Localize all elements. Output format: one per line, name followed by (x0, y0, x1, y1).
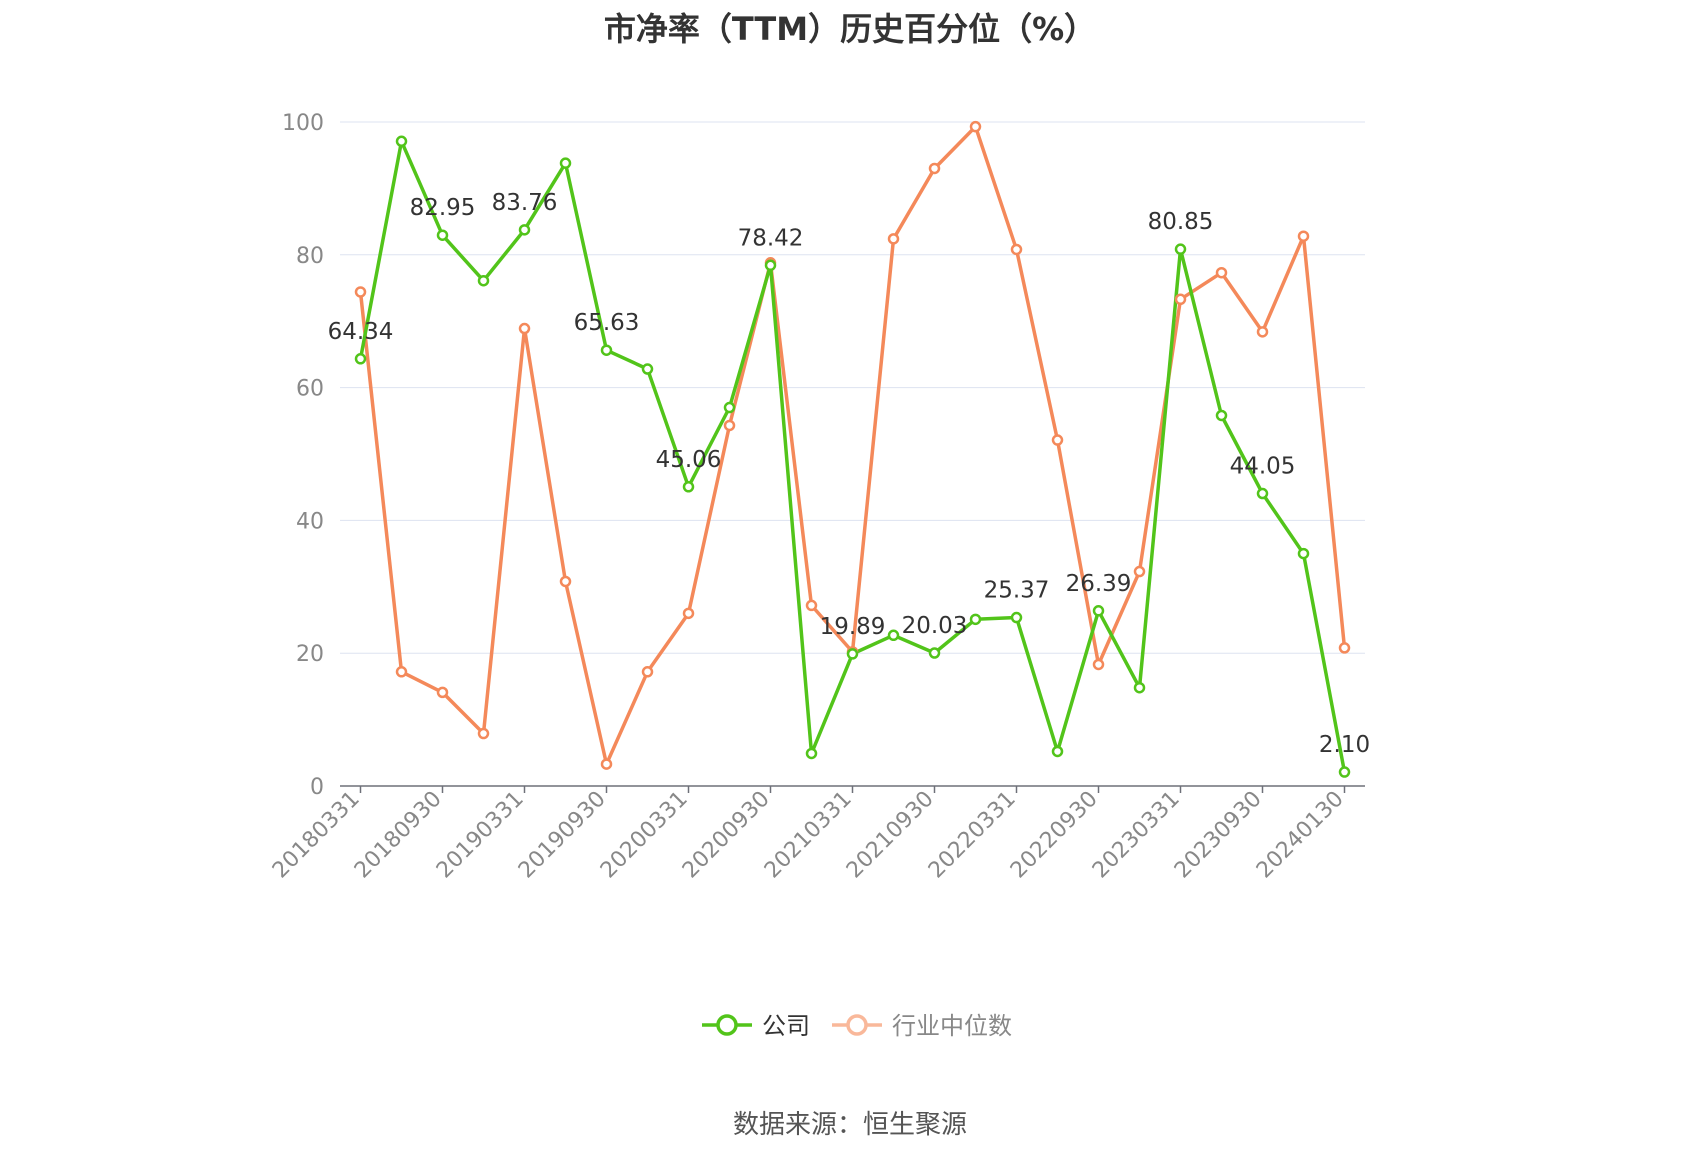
data-point (354, 353, 367, 365)
data-point (1338, 766, 1351, 778)
data-point (1215, 266, 1228, 279)
data-point (805, 599, 818, 612)
data-label: 26.39 (1066, 571, 1132, 597)
data-point (1092, 605, 1105, 617)
legend-marker (846, 1014, 868, 1036)
x-tick-label: 20230930 (1170, 787, 1267, 884)
data-source: 数据来源：恒生聚源 (732, 1110, 967, 1140)
data-label: 19.89 (820, 614, 886, 640)
data-point (1297, 230, 1310, 242)
data-point (887, 233, 900, 245)
x-tick-label: 20240130 (1252, 787, 1349, 884)
series-points (354, 120, 1351, 778)
y-tick-label: 20 (296, 642, 324, 667)
data-point (846, 648, 859, 660)
data-point (1174, 243, 1187, 255)
data-point (559, 157, 572, 169)
data-point (1051, 745, 1064, 758)
data-point (682, 607, 695, 620)
data-label: 82.95 (410, 195, 476, 221)
data-point (518, 224, 531, 236)
legend: 公司 行业中位数 (702, 1012, 1012, 1040)
x-tick-label: 20210331 (760, 787, 857, 884)
data-point (1338, 642, 1351, 654)
legend-label: 公司 (762, 1012, 810, 1040)
x-tick-label: 20230331 (1088, 787, 1185, 884)
data-label: 80.85 (1148, 209, 1214, 235)
data-label: 78.42 (738, 225, 804, 251)
data-point (436, 686, 449, 699)
data-label: 2.10 (1319, 732, 1370, 758)
x-tick-label: 20200930 (678, 787, 775, 884)
x-tick-label: 20220930 (1006, 787, 1103, 884)
x-tick-label: 20220331 (924, 787, 1021, 884)
data-point (1297, 547, 1310, 560)
data-point (723, 419, 736, 432)
data-label: 44.05 (1230, 454, 1296, 480)
data-point (600, 344, 613, 356)
x-tick-label: 20200331 (596, 787, 693, 884)
x-tick-label: 20180930 (350, 787, 447, 884)
x-tick-label: 20190331 (432, 787, 529, 884)
data-point (723, 401, 736, 414)
data-point (559, 575, 572, 588)
x-tick-label: 20190930 (514, 787, 611, 884)
data-point (1256, 487, 1269, 500)
data-label: 83.76 (492, 190, 558, 216)
data-point (969, 613, 982, 626)
data-point (1133, 681, 1146, 694)
y-tick-label: 80 (296, 244, 324, 269)
data-point (764, 259, 777, 272)
data-labels: 64.34 82.95 83.76 65.63 45.06 78.42 19.89 20.03… (328, 190, 1371, 758)
data-label: 65.63 (574, 310, 640, 336)
data-point (436, 229, 449, 241)
data-point (1010, 611, 1023, 624)
data-point (1092, 658, 1105, 671)
data-label: 45.06 (656, 447, 722, 473)
data-point (477, 727, 490, 740)
x-tick-label: 20210930 (842, 787, 939, 884)
data-point (1215, 409, 1228, 422)
data-point (641, 666, 654, 678)
x-axis: 2018033120180930201903312019093020200331… (268, 785, 1365, 884)
y-tick-label: 0 (310, 775, 324, 800)
data-label: 64.34 (328, 319, 394, 345)
y-tick-label: 40 (296, 509, 324, 534)
y-tick-label: 60 (296, 377, 324, 402)
data-point (805, 747, 818, 760)
data-point (477, 274, 490, 287)
data-point (600, 758, 613, 770)
data-label: 25.37 (984, 578, 1050, 604)
data-point (928, 162, 941, 175)
chart-title: 市净率（TTM）历史百分位（%） (603, 10, 1097, 48)
legend-label: 行业中位数 (892, 1012, 1012, 1040)
data-point (969, 120, 982, 133)
data-point (1051, 434, 1064, 446)
y-axis: 0 20 40 60 80 100 (282, 111, 324, 800)
data-point (1010, 243, 1023, 256)
data-point (682, 481, 695, 493)
data-point (1174, 293, 1187, 306)
data-point (395, 135, 408, 148)
data-label: 20.03 (902, 613, 968, 639)
data-point (928, 647, 941, 659)
data-point (354, 286, 367, 298)
data-point (887, 629, 900, 642)
grid-lines (340, 121, 1365, 654)
legend-marker (716, 1014, 738, 1036)
y-tick-label: 100 (282, 111, 324, 136)
series-line-0 (358, 139, 1347, 773)
data-point (1256, 326, 1269, 338)
x-tick-label: 20180331 (268, 787, 365, 884)
data-point (395, 666, 408, 678)
data-point (518, 322, 531, 335)
data-point (1133, 565, 1146, 578)
data-point (641, 363, 654, 375)
